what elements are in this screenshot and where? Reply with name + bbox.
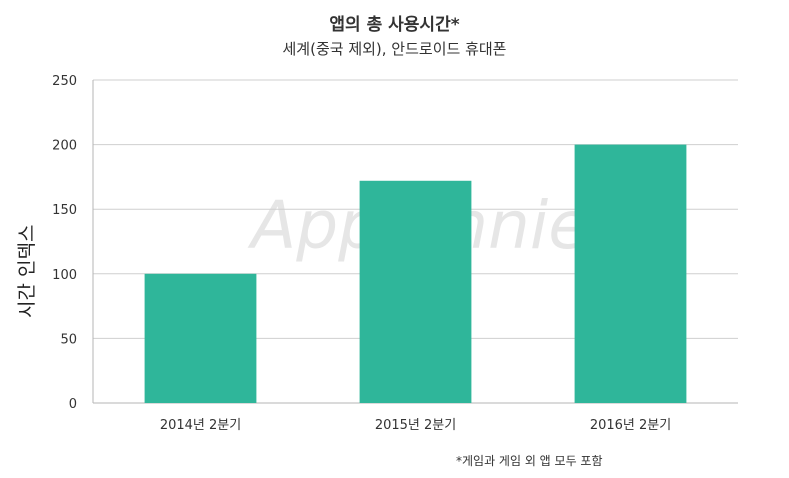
y-tick-label: 200 bbox=[52, 139, 77, 154]
y-tick-label: 250 bbox=[52, 74, 77, 89]
x-tick-label: 2015년 2분기 bbox=[375, 418, 456, 433]
y-tick-label: 150 bbox=[52, 203, 77, 218]
bar bbox=[144, 273, 257, 403]
chart-subtitle: 세계(중국 제외), 안드로이드 휴대폰 bbox=[282, 40, 507, 58]
y-tick-label: 0 bbox=[69, 397, 77, 412]
footnote: *게임과 게임 외 앱 모두 포함 bbox=[456, 454, 603, 468]
chart-title: 앱의 총 사용시간* bbox=[329, 15, 460, 35]
y-tick-label: 100 bbox=[52, 268, 77, 283]
x-tick-label: 2016년 2분기 bbox=[590, 418, 671, 433]
bar bbox=[574, 144, 687, 403]
y-axis-label: 시간 인덱스 bbox=[16, 224, 38, 318]
y-tick-label: 50 bbox=[60, 332, 77, 347]
y-axis-label-container: 시간 인덱스 bbox=[8, 150, 38, 330]
x-tick-label: 2014년 2분기 bbox=[160, 418, 241, 433]
bar bbox=[359, 180, 472, 403]
